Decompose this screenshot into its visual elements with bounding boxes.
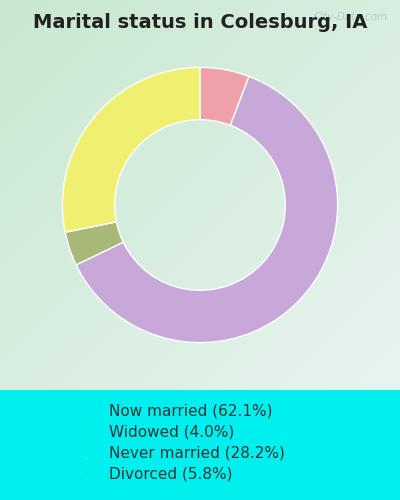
Wedge shape (200, 68, 249, 126)
Text: Marital status in Colesburg, IA: Marital status in Colesburg, IA (33, 12, 367, 32)
Text: City-Data.com: City-Data.com (314, 12, 388, 22)
Wedge shape (62, 68, 200, 232)
Wedge shape (76, 76, 338, 342)
Wedge shape (65, 222, 123, 265)
Legend: Now married (62.1%), Widowed (4.0%), Never married (28.2%), Divorced (5.8%): Now married (62.1%), Widowed (4.0%), Nev… (82, 398, 290, 486)
